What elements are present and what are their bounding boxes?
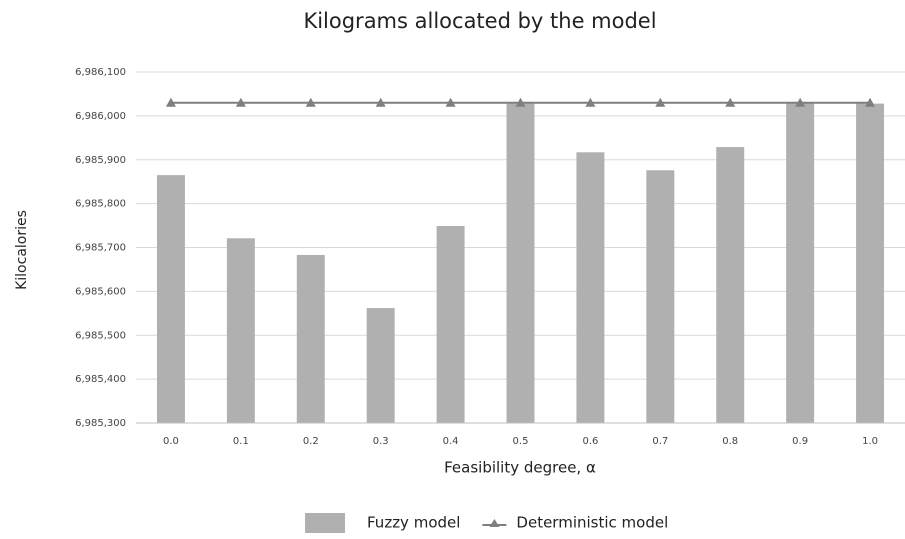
- y-tick-label: 6,985,900: [75, 155, 126, 166]
- chart-title: Kilograms allocated by the model: [303, 9, 656, 33]
- x-tick-label: 0.1: [233, 436, 249, 447]
- bar: [366, 308, 395, 423]
- legend-label: Fuzzy model: [367, 514, 460, 532]
- marker: [235, 97, 246, 107]
- marker: [165, 97, 176, 107]
- marker: [445, 97, 456, 107]
- x-tick-label: 0.8: [722, 436, 738, 447]
- y-tick-label: 6,985,800: [75, 199, 126, 210]
- marker: [585, 97, 596, 107]
- marker: [305, 97, 316, 107]
- x-tick-label: 0.2: [303, 436, 319, 447]
- marker: [795, 97, 806, 107]
- x-tick-label: 0.0: [163, 436, 179, 447]
- bar: [576, 152, 605, 423]
- bar: [856, 103, 885, 423]
- bar: [506, 103, 535, 423]
- bar: [716, 147, 745, 423]
- bar: [436, 226, 465, 423]
- y-tick-label: 6,986,000: [75, 111, 126, 122]
- x-axis-title: Feasibility degree, α: [444, 459, 596, 477]
- y-tick-label: 6,985,700: [75, 243, 126, 254]
- marker: [515, 97, 526, 107]
- legend-swatch: [305, 513, 345, 533]
- y-axis-title: Kilocalories: [14, 210, 30, 290]
- bar: [786, 102, 815, 424]
- x-tick-label: 0.5: [513, 436, 529, 447]
- bar: [226, 238, 255, 423]
- marker: [725, 97, 736, 107]
- marker: [865, 97, 876, 107]
- x-tick-label: 0.3: [373, 436, 389, 447]
- y-tick-label: 6,985,300: [75, 418, 126, 429]
- y-tick-label: 6,985,500: [75, 330, 126, 341]
- y-tick-label: 6,985,600: [75, 286, 126, 297]
- bar: [296, 254, 325, 423]
- y-tick-label: 6,985,400: [75, 374, 126, 385]
- x-tick-label: 1.0: [862, 436, 878, 447]
- x-tick-label: 0.9: [792, 436, 808, 447]
- bar: [156, 175, 185, 423]
- bar: [646, 170, 675, 423]
- x-tick-label: 0.7: [652, 436, 668, 447]
- legend-marker: [489, 519, 500, 527]
- y-tick-label: 6,986,100: [75, 67, 126, 78]
- marker: [655, 97, 666, 107]
- x-tick-label: 0.6: [582, 436, 598, 447]
- legend-label: Deterministic model: [516, 514, 668, 532]
- marker: [375, 97, 386, 107]
- x-tick-label: 0.4: [443, 436, 459, 447]
